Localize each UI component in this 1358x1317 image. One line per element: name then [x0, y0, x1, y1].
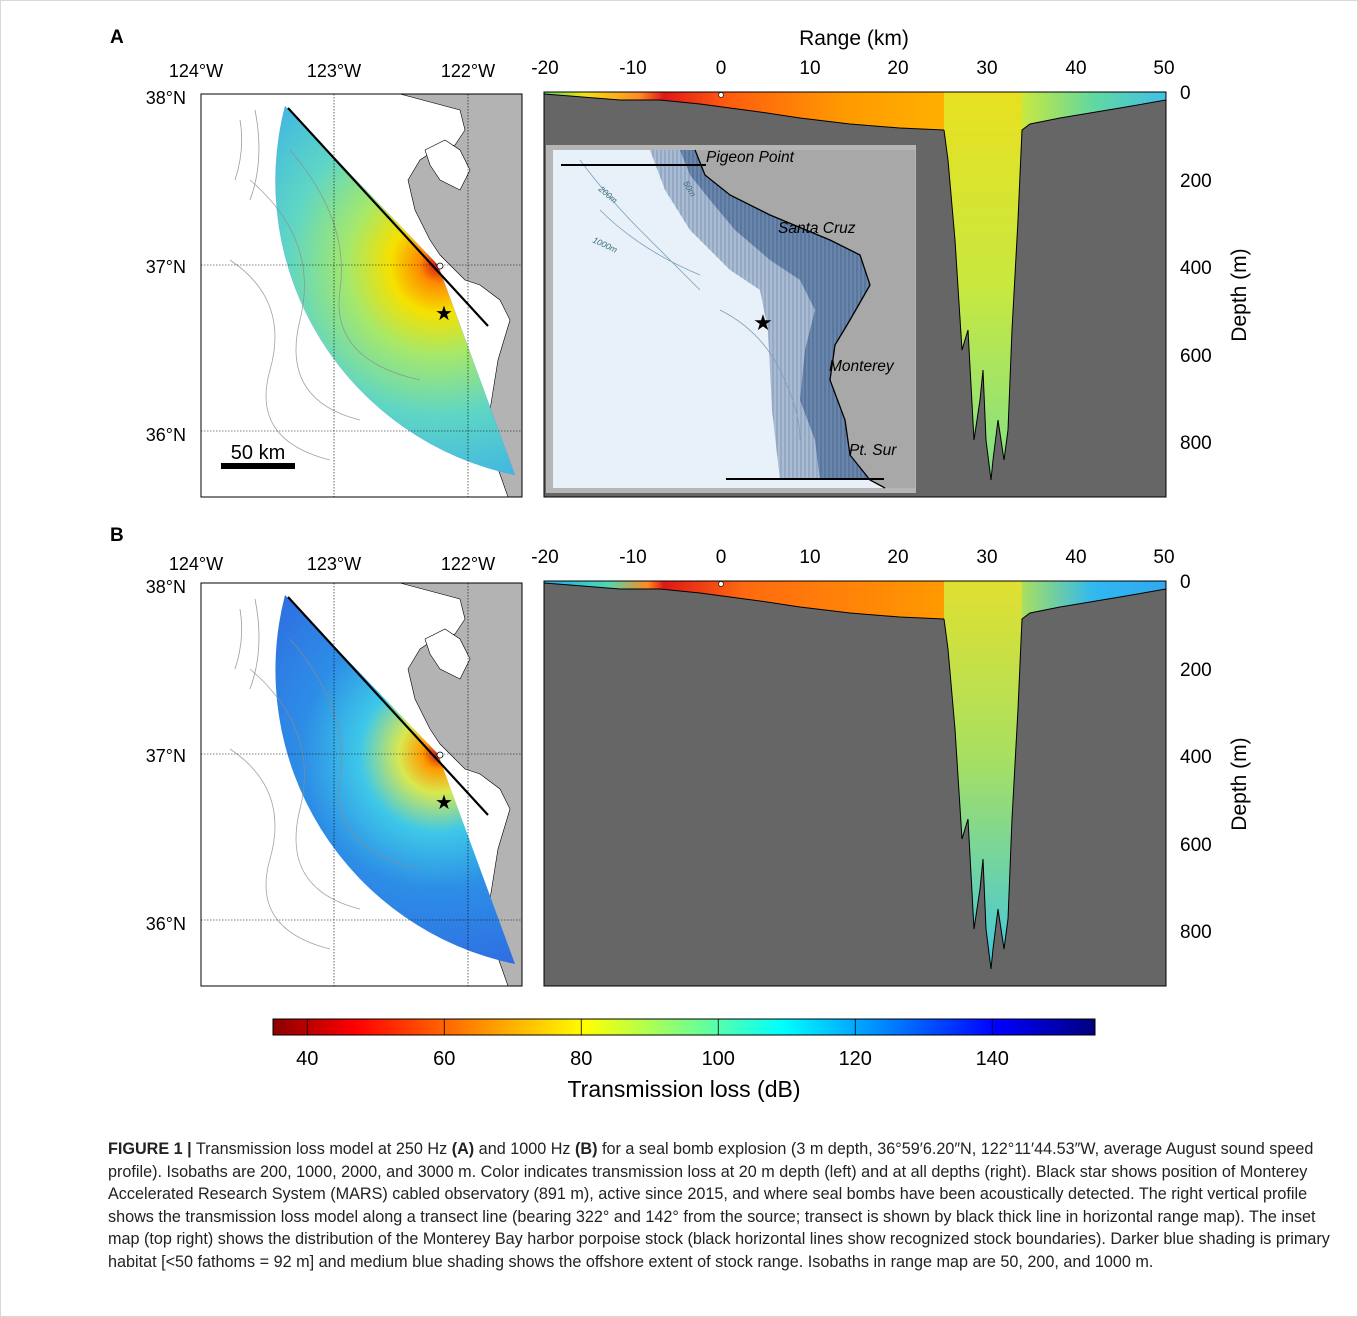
lat-tick: 38°N	[146, 88, 186, 108]
range-tick: 20	[887, 547, 908, 568]
colorbar-gradient	[272, 1018, 1096, 1036]
depth-profile-a: ★ Pigeon Point Santa Cruz Monterey Pt. S…	[531, 27, 1251, 498]
lat-tick: 37°N	[146, 746, 186, 766]
range-tick: -10	[619, 547, 646, 568]
depth-axis-a-ticks: 0 200 400 600 800	[1180, 83, 1212, 454]
caption-text: for a seal bomb explosion (3 m depth, 36…	[108, 1140, 1330, 1271]
lat-tick: 37°N	[146, 257, 186, 277]
depth-tick: 200	[1180, 171, 1212, 192]
range-tick: 10	[799, 547, 820, 568]
inset-map: ★ Pigeon Point Santa Cruz Monterey Pt. S…	[546, 145, 916, 493]
lon-tick: 122°W	[441, 61, 495, 81]
colorbar-tick-label: 80	[570, 1048, 592, 1070]
caption-label: FIGURE 1 |	[108, 1140, 192, 1158]
range-axis-a-ticks: -20 -10 0 10 20 30 40 50	[531, 58, 1174, 79]
lon-tick: 124°W	[169, 61, 223, 81]
colorbar-title: Transmission loss (dB)	[567, 1076, 800, 1102]
depth-axis-title: Depth (m)	[1228, 248, 1251, 341]
canyon-water	[944, 92, 1166, 480]
colorbar-tick-label: 120	[839, 1048, 872, 1070]
colorbar-tick-label: 60	[433, 1048, 455, 1070]
caption-text: Transmission loss model at 250 Hz	[191, 1140, 452, 1158]
shelf-water	[544, 581, 944, 619]
depth-tick: 600	[1180, 835, 1212, 856]
range-tick: -10	[619, 58, 646, 79]
canyon-water	[944, 581, 1166, 969]
colorbar-tick-label: 140	[976, 1048, 1009, 1070]
range-tick: 30	[976, 547, 997, 568]
lat-tick: 36°N	[146, 914, 186, 934]
depth-tick: 200	[1180, 660, 1212, 681]
colorbar: 40 60 80 100 120 140 Transmission loss (dB)	[272, 1018, 1096, 1102]
lat-tick: 38°N	[146, 577, 186, 597]
range-tick: 30	[976, 58, 997, 79]
range-tick: 40	[1065, 547, 1086, 568]
lat-tick: 36°N	[146, 425, 186, 445]
santa-cruz-label: Santa Cruz	[778, 220, 856, 237]
lon-tick: 124°W	[169, 554, 223, 574]
range-map-a: ★ 50 km 124°W 123°W 122°W 38°N 37°N 36°N	[146, 61, 523, 498]
range-axis-b-ticks: -20 -10 0 10 20 30 40 50	[531, 547, 1174, 568]
range-tick: 50	[1153, 547, 1174, 568]
lon-tick: 122°W	[441, 554, 495, 574]
colorbar-tick-label: 40	[296, 1048, 318, 1070]
pigeon-point-label: Pigeon Point	[706, 149, 795, 166]
pt-sur-label: Pt. Sur	[849, 442, 897, 459]
colorbar-tick-label: 100	[702, 1048, 735, 1070]
transect-line	[287, 107, 489, 327]
panel-a-label: A	[110, 27, 124, 48]
scale-bar	[221, 463, 295, 469]
depth-profile-b: -20 -10 0 10 20 30 40 50 0 200 400 600 8…	[531, 547, 1251, 987]
svg-text:★: ★	[753, 310, 773, 335]
lon-tick: 123°W	[307, 61, 361, 81]
depth-tick: 400	[1180, 747, 1212, 768]
figure-1: A B ★ 50 km 124°W 123°W 122°W 38°N 37°N …	[110, 27, 1251, 1102]
range-tick: 10	[799, 58, 820, 79]
caption-text: and 1000 Hz	[474, 1140, 575, 1158]
inset-primary-habitat	[680, 150, 870, 480]
caption-ref-a: (A)	[451, 1140, 475, 1158]
depth-tick: 600	[1180, 346, 1212, 367]
range-tick: 40	[1065, 58, 1086, 79]
depth-axis-title: Depth (m)	[1228, 737, 1251, 830]
range-fan	[275, 106, 515, 475]
range-tick: -20	[531, 58, 558, 79]
range-tick: 20	[887, 58, 908, 79]
shelf-water	[544, 92, 944, 130]
mars-star: ★	[435, 792, 453, 814]
figure-caption: FIGURE 1 | Transmission loss model at 25…	[108, 1138, 1343, 1273]
range-fan	[275, 595, 515, 964]
range-tick: 0	[716, 58, 727, 79]
transect-line	[287, 596, 489, 816]
depth-tick: 800	[1180, 433, 1212, 454]
scale-bar-label: 50 km	[231, 442, 285, 464]
range-map-b: ★ 124°W 123°W 122°W 38°N 37°N 36°N	[146, 554, 523, 987]
monterey-label: Monterey	[829, 358, 895, 375]
range-tick: 0	[716, 547, 727, 568]
depth-axis-b-ticks: 0 200 400 600 800	[1180, 572, 1212, 943]
depth-tick: 0	[1180, 83, 1191, 104]
mars-star: ★	[435, 303, 453, 325]
range-axis-title: Range (km)	[799, 27, 909, 50]
range-tick: -20	[531, 547, 558, 568]
depth-tick: 800	[1180, 922, 1212, 943]
range-tick: 50	[1153, 58, 1174, 79]
lon-tick: 123°W	[307, 554, 361, 574]
depth-tick: 0	[1180, 572, 1191, 593]
depth-tick: 400	[1180, 258, 1212, 279]
caption-ref-b: (B)	[574, 1140, 598, 1158]
panel-b-label: B	[110, 525, 124, 546]
